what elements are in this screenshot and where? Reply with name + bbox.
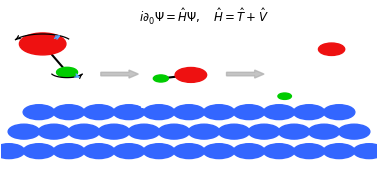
Circle shape — [143, 144, 175, 159]
Circle shape — [8, 124, 40, 139]
Circle shape — [83, 144, 115, 159]
Circle shape — [53, 105, 85, 120]
Circle shape — [83, 105, 115, 120]
Circle shape — [98, 124, 130, 139]
Circle shape — [323, 144, 355, 159]
Circle shape — [203, 144, 235, 159]
Circle shape — [175, 68, 207, 82]
Circle shape — [308, 124, 340, 139]
Circle shape — [158, 124, 190, 139]
Circle shape — [53, 144, 85, 159]
Circle shape — [143, 105, 175, 120]
Circle shape — [233, 105, 265, 120]
Circle shape — [293, 105, 325, 120]
Circle shape — [263, 105, 295, 120]
Circle shape — [248, 124, 280, 139]
Circle shape — [278, 124, 310, 139]
Text: $i\partial_0\Psi = \hat{H}\Psi,\quad \hat{H} = \hat{T} + \hat{V}$: $i\partial_0\Psi = \hat{H}\Psi,\quad \ha… — [139, 7, 269, 27]
Circle shape — [278, 93, 291, 99]
FancyArrow shape — [101, 70, 138, 78]
Circle shape — [23, 144, 55, 159]
Circle shape — [188, 124, 220, 139]
Circle shape — [68, 124, 100, 139]
Circle shape — [19, 33, 66, 55]
Circle shape — [0, 144, 25, 159]
FancyArrow shape — [226, 70, 264, 78]
Circle shape — [203, 105, 235, 120]
Circle shape — [353, 144, 378, 159]
Circle shape — [128, 124, 160, 139]
Circle shape — [173, 144, 205, 159]
Circle shape — [293, 144, 325, 159]
Circle shape — [338, 124, 370, 139]
Circle shape — [153, 75, 168, 82]
Circle shape — [218, 124, 250, 139]
Circle shape — [323, 105, 355, 120]
Circle shape — [233, 144, 265, 159]
Circle shape — [23, 105, 55, 120]
Circle shape — [57, 67, 77, 77]
Circle shape — [38, 124, 70, 139]
Circle shape — [113, 144, 145, 159]
Circle shape — [318, 43, 345, 55]
Circle shape — [173, 105, 205, 120]
Circle shape — [263, 144, 295, 159]
Circle shape — [113, 105, 145, 120]
